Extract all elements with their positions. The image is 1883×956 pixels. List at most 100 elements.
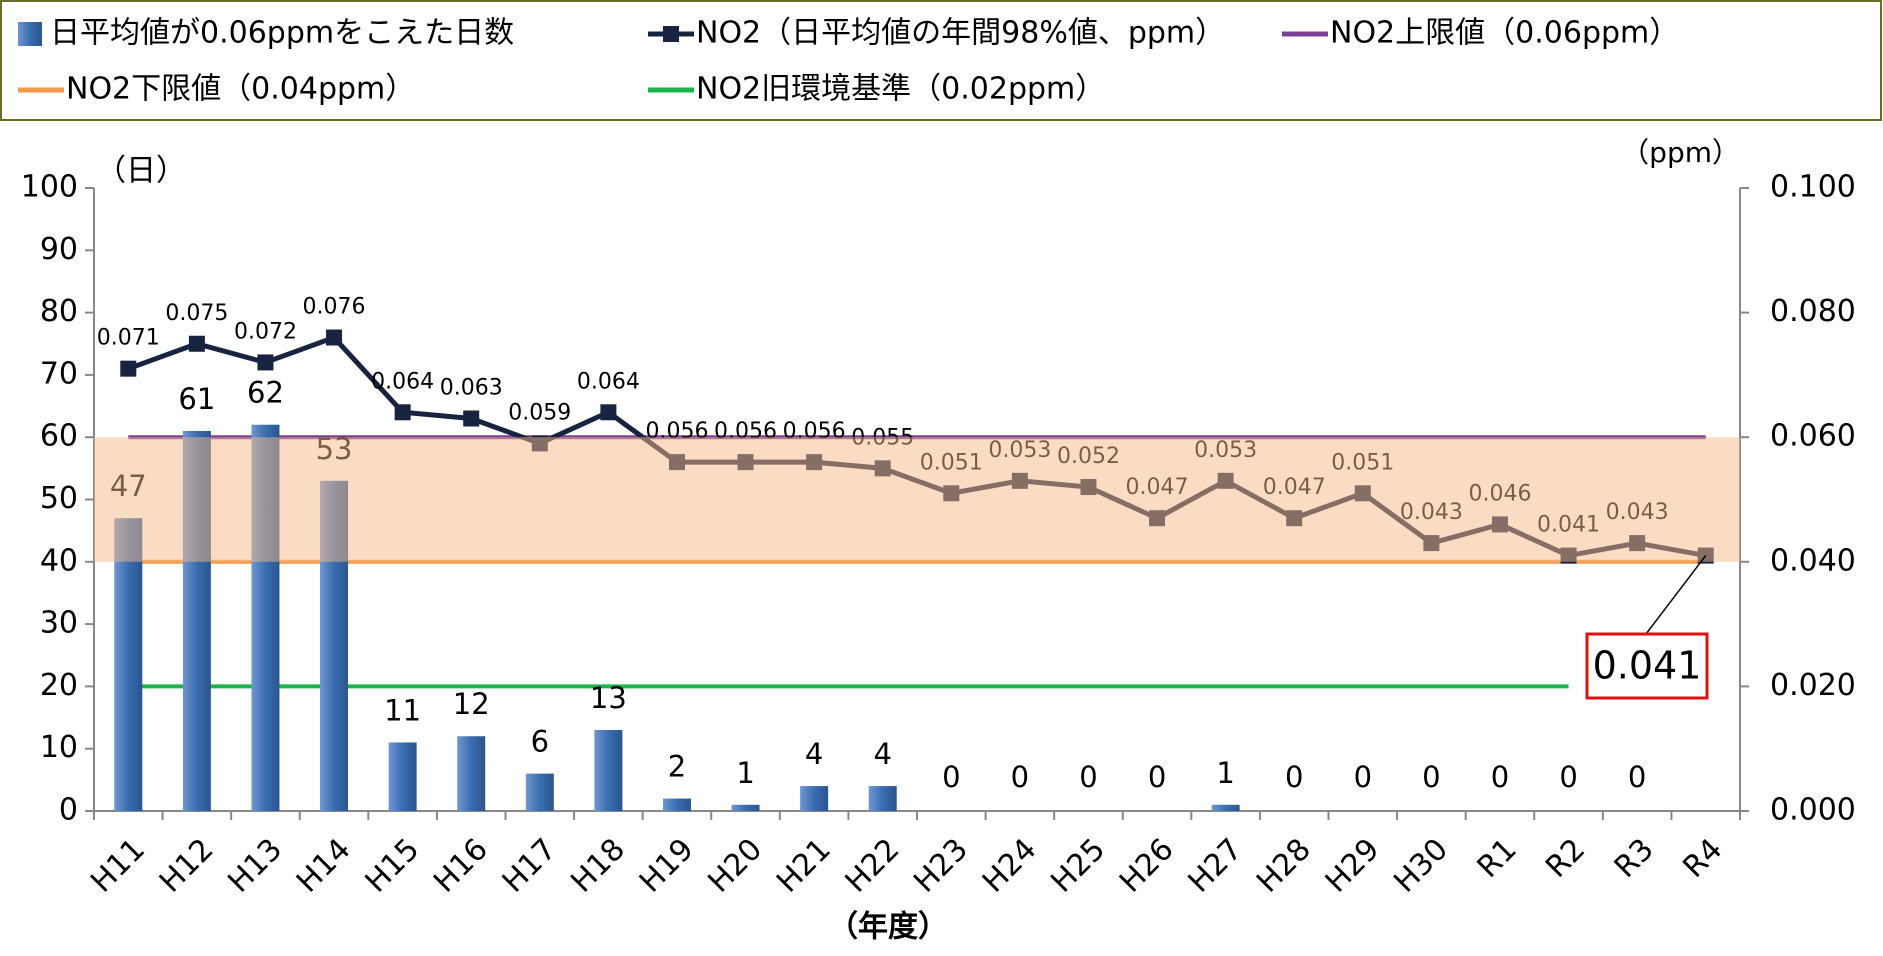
x-tick-label: H15 bbox=[359, 832, 427, 900]
y-tick-label: 70 bbox=[40, 356, 78, 391]
legend-label: 日平均値が0.06ppmをこえた日数 bbox=[50, 16, 514, 51]
y-tick-label: 80 bbox=[40, 294, 78, 329]
bar bbox=[114, 518, 143, 811]
bar-label: 0 bbox=[1011, 760, 1029, 794]
line-marker bbox=[120, 360, 137, 377]
line-label: 0.072 bbox=[234, 319, 297, 344]
bar-label: 1 bbox=[1216, 756, 1234, 790]
y-axis-title: （日） bbox=[96, 154, 186, 189]
line-label: 0.059 bbox=[508, 400, 571, 425]
x-tick-label: H25 bbox=[1044, 832, 1112, 900]
callout-box bbox=[1585, 632, 1709, 700]
bar-label: 2 bbox=[668, 750, 686, 784]
bar-label: 0 bbox=[1079, 760, 1097, 794]
legend-marker bbox=[663, 26, 679, 42]
legend-label: NO2下限値（0.04ppm） bbox=[66, 72, 415, 107]
x-tick-label: R1 bbox=[1471, 832, 1524, 885]
bar-label: 1 bbox=[736, 756, 754, 790]
y2-tick-label: 0.100 bbox=[1770, 170, 1856, 205]
legend-swatch bbox=[18, 22, 42, 46]
x-tick-label: H16 bbox=[427, 832, 495, 900]
bar bbox=[388, 742, 417, 811]
line-marker bbox=[463, 410, 480, 427]
bar-label: 0 bbox=[1285, 760, 1303, 794]
bar-label: 0 bbox=[1148, 760, 1166, 794]
bar-label: 4 bbox=[805, 737, 823, 771]
legend-label: NO2（日平均値の年間98%値、ppm） bbox=[696, 16, 1225, 51]
callout-label: 0.041 bbox=[1593, 644, 1702, 688]
bar-label: 0 bbox=[1491, 760, 1509, 794]
y2-tick-label: 0.000 bbox=[1770, 793, 1856, 828]
y-tick-label: 10 bbox=[40, 730, 78, 765]
legend-label: NO2上限値（0.06ppm） bbox=[1330, 16, 1679, 51]
line-marker bbox=[600, 404, 617, 421]
y2-tick-label: 0.060 bbox=[1770, 419, 1856, 454]
x-tick-label: H26 bbox=[1113, 832, 1181, 900]
line-label: 0.064 bbox=[577, 369, 640, 394]
bar-label: 13 bbox=[590, 681, 627, 715]
bar-label: 62 bbox=[247, 376, 284, 410]
y-tick-label: 50 bbox=[40, 481, 78, 516]
y-tick-label: 90 bbox=[40, 232, 78, 267]
line-label: 0.063 bbox=[440, 376, 503, 401]
bar bbox=[868, 786, 897, 811]
legend-label: NO2旧環境基準（0.02ppm） bbox=[696, 72, 1105, 107]
bar-label: 6 bbox=[531, 725, 549, 759]
x-tick-label: R4 bbox=[1676, 832, 1729, 885]
x-tick-label: H22 bbox=[839, 832, 907, 900]
line-marker bbox=[326, 329, 343, 346]
bar bbox=[662, 798, 691, 811]
bar bbox=[457, 736, 486, 811]
callout-leader bbox=[1645, 555, 1707, 635]
bar-label: 61 bbox=[178, 382, 215, 416]
x-tick-label: H19 bbox=[633, 832, 701, 900]
y2-tick-label: 0.040 bbox=[1770, 543, 1856, 578]
bar bbox=[731, 804, 760, 811]
x-tick-label: H17 bbox=[496, 832, 564, 900]
bar bbox=[800, 786, 829, 811]
bar-label: 12 bbox=[453, 687, 490, 721]
line-marker bbox=[188, 335, 205, 352]
bar-label: 0 bbox=[1354, 760, 1372, 794]
bar-label: 0 bbox=[1628, 760, 1646, 794]
x-tick-label: H12 bbox=[153, 832, 221, 900]
x-tick-label: H20 bbox=[702, 832, 770, 900]
x-tick-label: R3 bbox=[1608, 832, 1661, 885]
line-label: 0.071 bbox=[97, 326, 160, 351]
y2-tick-label: 0.020 bbox=[1770, 668, 1856, 703]
line-label: 0.075 bbox=[165, 301, 228, 326]
line-marker bbox=[394, 404, 411, 421]
y2-axis-title: （ppm） bbox=[1621, 136, 1740, 169]
x-tick-label: H18 bbox=[564, 832, 632, 900]
x-tick-label: H23 bbox=[907, 832, 975, 900]
line-label: 0.076 bbox=[303, 295, 366, 320]
y2-tick-label: 0.080 bbox=[1770, 294, 1856, 329]
bar bbox=[594, 730, 623, 811]
bar bbox=[525, 773, 554, 811]
y-tick-label: 60 bbox=[40, 419, 78, 454]
range-band bbox=[94, 437, 1740, 562]
bar-label: 0 bbox=[1559, 760, 1577, 794]
bar-label: 0 bbox=[1422, 760, 1440, 794]
x-tick-label: H11 bbox=[84, 832, 152, 900]
x-axis-title: （年度） bbox=[828, 910, 948, 945]
y-tick-label: 0 bbox=[59, 793, 78, 828]
line-label: 0.064 bbox=[371, 369, 434, 394]
x-tick-label: H30 bbox=[1387, 832, 1455, 900]
y-tick-label: 20 bbox=[40, 668, 78, 703]
x-tick-label: H14 bbox=[290, 832, 358, 900]
legend-box bbox=[0, 0, 1882, 121]
x-tick-label: H28 bbox=[1250, 832, 1318, 900]
x-tick-label: H13 bbox=[221, 832, 289, 900]
x-tick-label: H27 bbox=[1182, 832, 1250, 900]
line-marker bbox=[257, 354, 274, 371]
x-tick-label: H29 bbox=[1319, 832, 1387, 900]
x-tick-label: H21 bbox=[770, 832, 838, 900]
x-tick-label: H24 bbox=[976, 832, 1044, 900]
y-tick-label: 100 bbox=[21, 170, 78, 205]
bar-label: 4 bbox=[873, 737, 891, 771]
y-tick-label: 30 bbox=[40, 606, 78, 641]
y-tick-label: 40 bbox=[40, 543, 78, 578]
bar-label: 11 bbox=[384, 693, 421, 727]
